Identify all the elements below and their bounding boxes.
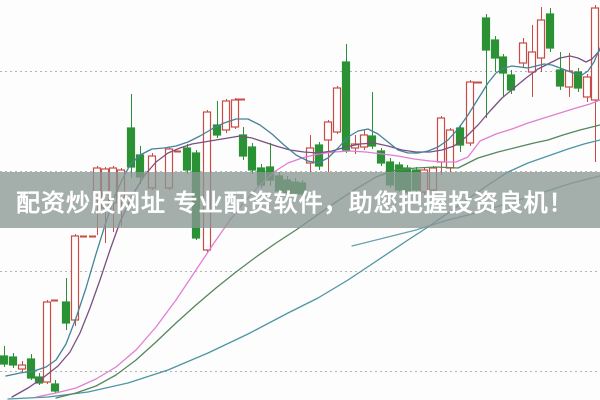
candle-down (61, 301, 71, 324)
ma-purple-line (11, 49, 600, 398)
candle-up (536, 19, 546, 59)
candle-down (481, 17, 491, 51)
candle-up (221, 100, 231, 131)
candle-down (455, 127, 465, 146)
candle-down (238, 134, 248, 157)
candle-up (17, 364, 27, 370)
candle-up (230, 99, 240, 128)
candle-down (376, 150, 386, 164)
candle-down (26, 358, 36, 379)
candle-down (212, 124, 222, 136)
candle-down (182, 147, 192, 171)
ad-banner-overlay[interactable]: 配资炒股网址 专业配资软件，助您把握投资良机！ (0, 172, 600, 228)
candle-up (582, 76, 592, 98)
candle-down (498, 56, 508, 74)
candle-down (126, 127, 136, 168)
candle-up (359, 134, 369, 148)
candle-up (527, 51, 537, 73)
candle-down (490, 39, 500, 59)
candle-down (573, 71, 583, 89)
candle-up (42, 301, 52, 383)
candle-down (247, 146, 257, 171)
candle-down (367, 135, 377, 147)
candle-up (564, 70, 574, 88)
candle-down (341, 61, 351, 151)
candle-down (555, 69, 565, 87)
candle-up (590, 7, 600, 101)
candle-up (70, 235, 80, 321)
candle-up (332, 87, 342, 133)
ma-slow-line (7, 139, 600, 400)
candle-up (436, 117, 446, 163)
candle-down (0, 355, 9, 365)
candle-up (518, 42, 528, 64)
candle-down (50, 383, 60, 392)
candle-up (323, 121, 333, 141)
ma-pink-line (35, 99, 600, 398)
ad-banner-text: 配资炒股网址 专业配资软件，助您把握投资良机！ (16, 189, 574, 217)
candle-down (545, 13, 555, 49)
candle-down (8, 356, 18, 366)
candle-down (314, 144, 324, 167)
